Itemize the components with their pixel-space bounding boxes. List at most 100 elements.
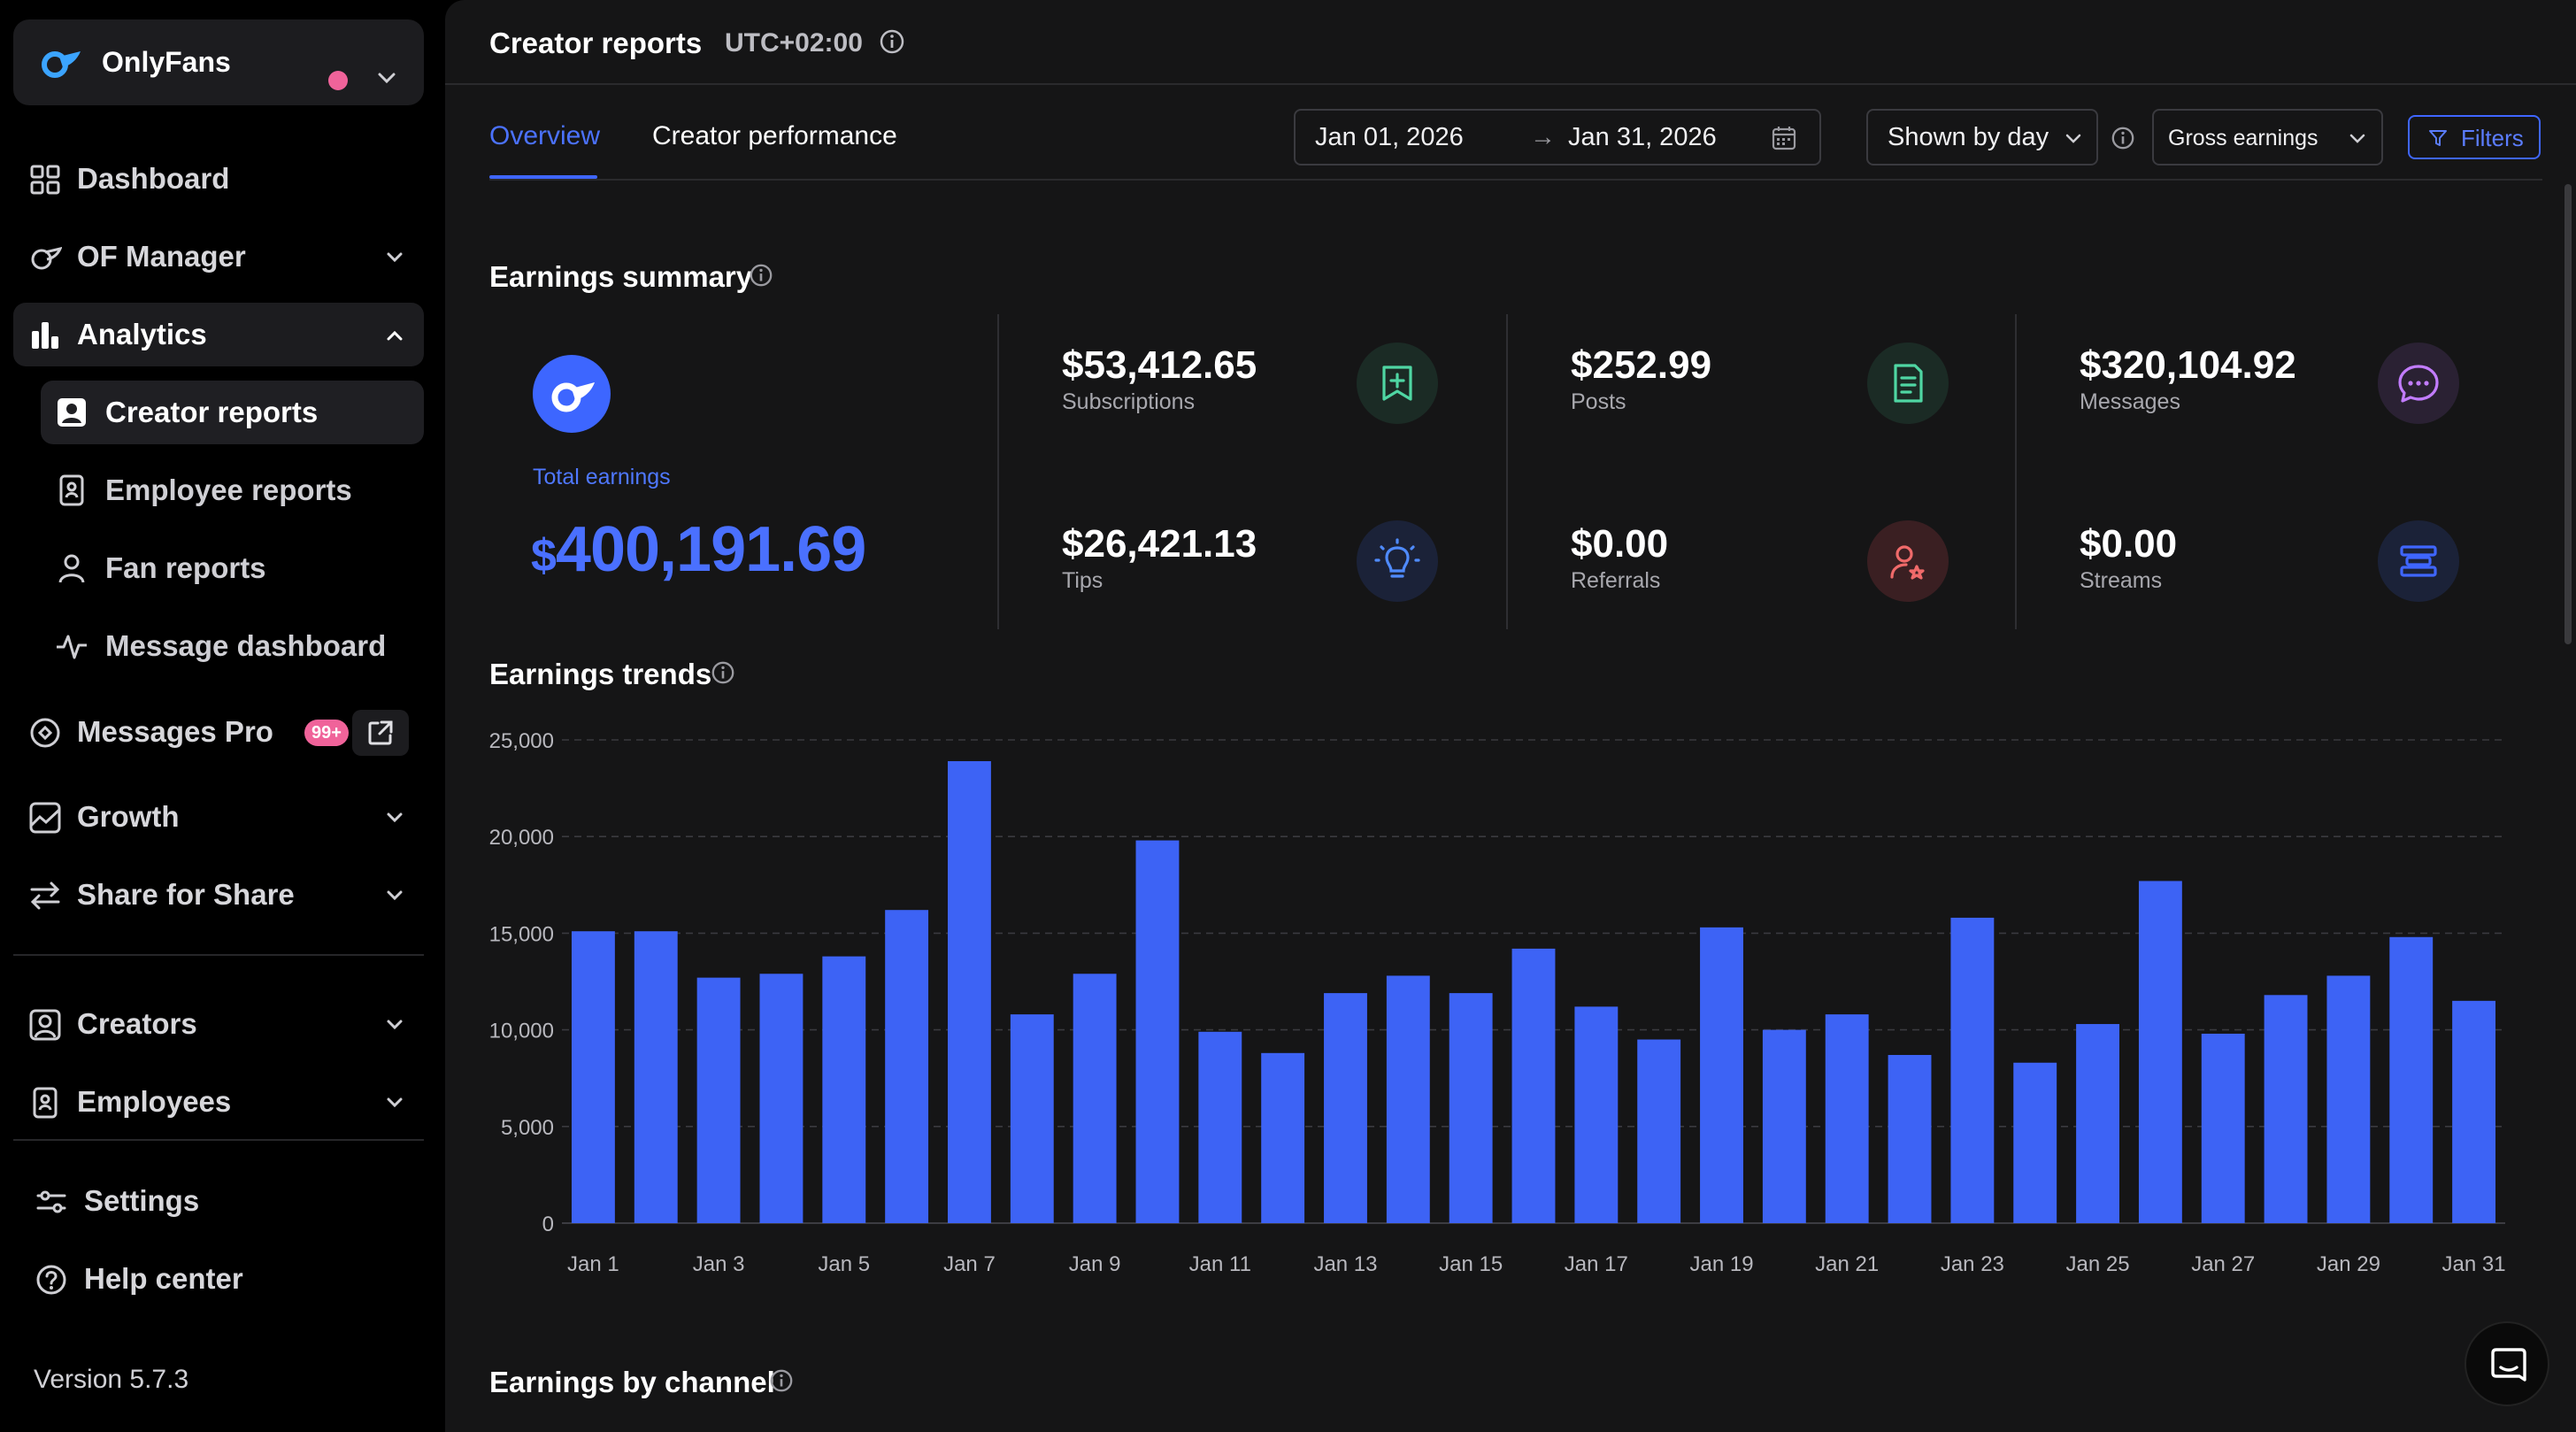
date-range-picker[interactable]: Jan 01, 2026 → Jan 31, 2026 [1294,109,1821,166]
nav-creators[interactable]: Creators [13,992,424,1056]
chart-bar[interactable] [2013,1062,2057,1223]
currency-symbol: $ [531,530,557,581]
support-chat-button[interactable] [2465,1321,2549,1406]
nav-message-dashboard[interactable]: Message dashboard [41,614,424,678]
stat-posts: $252.99 Posts [1571,343,1711,415]
sidebar-divider [13,1139,424,1141]
filter-icon [2429,130,2447,146]
status-dot [328,71,348,90]
chevron-down-icon [387,890,403,901]
y-tick-label: 5,000 [501,1116,554,1140]
stat-value: $252.99 [1571,343,1712,387]
chevron-down-icon [387,812,403,823]
chart-bar[interactable] [1511,948,1556,1223]
page-title: Creator reports [489,27,703,59]
chevron-down-icon [378,73,396,84]
x-tick-label: Jan 19 [1689,1252,1753,1276]
date-from: Jan 01, 2026 [1315,123,1464,151]
chart-bar[interactable] [1762,1029,1806,1223]
info-icon[interactable] [2111,126,2135,150]
y-tick-label: 10,000 [489,1020,554,1043]
chart-bar[interactable] [1700,927,1743,1223]
nav-fan-reports[interactable]: Fan reports [41,536,424,600]
nav-messages-pro[interactable]: Messages Pro 99+ [13,700,424,764]
sidebar-divider [13,954,424,956]
nav-growth[interactable]: Growth [13,785,424,849]
chart-bar[interactable] [2076,1024,2119,1223]
referral-user-icon [1867,520,1949,602]
calendar-icon [1772,127,1796,150]
chart-bar[interactable] [1073,974,1117,1223]
growth-chart-icon [29,802,61,834]
total-earnings-amount: 400,191.69 [555,514,866,585]
chart-bar[interactable] [2452,1000,2496,1223]
chart-bar[interactable] [1449,993,1493,1223]
grouping-select[interactable]: Shown by day [1866,109,2098,166]
chart-bar[interactable] [1888,1054,1932,1223]
nav-employee-reports[interactable]: Employee reports [41,458,424,522]
chart-bar[interactable] [822,956,866,1223]
chart-bar[interactable] [885,910,929,1223]
stat-label: Messages [2080,389,2180,414]
chart-bar[interactable] [1386,975,1430,1223]
of-manager-icon [31,246,62,270]
sidebar: OnlyFans Dashboard OF Manager Analytics … [0,0,445,1432]
chart-bar[interactable] [1261,1052,1305,1223]
filters-label: Filters [2461,125,2524,151]
chart-bar[interactable] [634,931,678,1223]
chart-bar[interactable] [1950,917,1995,1223]
chart-bar[interactable] [1825,1014,1869,1223]
account-name: OnlyFans [102,46,231,78]
nav-analytics[interactable]: Analytics [13,303,424,366]
nav-label: OF Manager [77,240,246,273]
x-tick-label: Jan 31 [2442,1252,2506,1276]
grouping-value: Shown by day [1888,123,2049,151]
nav-dashboard[interactable]: Dashboard [13,147,424,211]
external-link-icon [368,720,393,745]
chart-bar[interactable] [2264,995,2308,1223]
account-switcher[interactable]: OnlyFans [13,19,424,105]
nav-label: Share for Share [77,878,295,911]
scrollbar[interactable] [2564,184,2572,644]
nav-label: Growth [77,800,180,833]
metric-select[interactable]: Gross earnings [2152,109,2383,166]
chart-bar[interactable] [2201,1033,2245,1223]
chart-bar[interactable] [1135,840,1180,1223]
info-icon[interactable] [711,660,735,685]
chart-bar[interactable] [948,761,991,1223]
x-tick-label: Jan 3 [693,1252,745,1276]
stat-label: Streams [2080,568,2163,593]
nav-of-manager[interactable]: OF Manager [13,225,424,289]
lightbulb-icon [1357,520,1438,602]
nav-employees[interactable]: Employees [13,1070,424,1134]
stat-label: Posts [1571,389,1626,414]
chart-bar[interactable] [1010,1014,1054,1223]
chart-bar[interactable] [2389,936,2434,1223]
chart-bar[interactable] [2138,881,2182,1223]
stat-value: $0.00 [1571,522,1669,566]
chart-bar[interactable] [696,977,741,1223]
nav-creator-reports[interactable]: Creator reports [41,381,424,444]
nav-help-center[interactable]: Help center [13,1247,424,1311]
tab-overview[interactable]: Overview [489,121,601,150]
filters-button[interactable]: Filters [2408,115,2541,159]
info-icon[interactable] [769,1368,794,1393]
chart-bar[interactable] [2326,975,2371,1223]
info-icon[interactable] [879,28,905,55]
nav-label: Employee reports [105,473,352,506]
info-icon[interactable] [749,263,773,288]
x-tick-label: Jan 13 [1313,1252,1377,1276]
message-bubble-icon [2378,343,2459,424]
chart-bar[interactable] [759,974,804,1223]
chart-bar[interactable] [1324,993,1367,1223]
stat-messages: $320,104.92 Messages [2080,343,2296,415]
chart-bar[interactable] [1574,1006,1619,1223]
chart-bar[interactable] [1198,1031,1242,1223]
nav-share-for-share[interactable]: Share for Share [13,863,424,927]
open-external-button[interactable] [352,710,409,756]
chart-bar[interactable] [571,931,615,1223]
tab-creator-performance[interactable]: Creator performance [652,121,897,150]
nav-settings[interactable]: Settings [13,1169,424,1233]
chart-bar[interactable] [1637,1039,1681,1223]
swap-arrows-icon [30,882,60,910]
